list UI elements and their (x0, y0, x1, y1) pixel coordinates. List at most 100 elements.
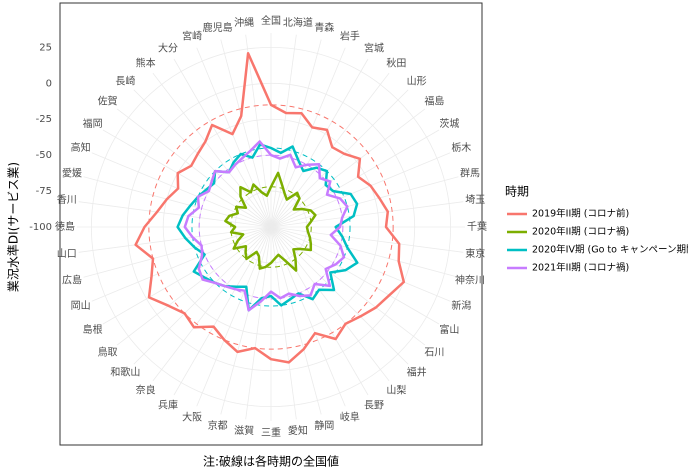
grid-spoke (102, 226, 272, 325)
grid-spoke (196, 47, 272, 228)
grid-spoke (220, 226, 272, 415)
grid-spoke (91, 152, 272, 228)
category-label: 京都 (208, 419, 228, 432)
category-label: 神奈川 (455, 273, 485, 286)
grid-spoke (173, 58, 272, 228)
series-line (176, 143, 359, 312)
category-label: 徳島 (55, 220, 75, 233)
category-label: 沖縄 (234, 16, 254, 29)
y-tick-label: -25 (36, 114, 52, 125)
series-line (183, 140, 349, 312)
grid-spoke (270, 226, 346, 407)
category-label: 広島 (62, 273, 82, 286)
grid-spoke (83, 176, 272, 228)
legend-label: 2019年II期 (コロナ前) (532, 208, 629, 220)
category-label: 埼玉 (465, 193, 485, 206)
grid-spoke (91, 226, 272, 302)
category-label: 大分 (158, 42, 178, 55)
category-label: 福岡 (83, 117, 103, 130)
category-label: 群馬 (460, 167, 480, 180)
category-label: 静岡 (314, 419, 334, 432)
category-label: 秋田 (386, 57, 406, 70)
category-label: 山口 (57, 248, 77, 260)
grid-spoke (270, 176, 459, 228)
category-label: 島根 (83, 323, 103, 336)
grid-spoke (133, 226, 272, 365)
national-reference (148, 104, 394, 350)
category-label: 宮崎 (182, 30, 202, 43)
y-tick-label: -50 (36, 150, 52, 161)
grid-spoke (270, 39, 322, 228)
caption: 注:破線は各時期の全国値 (203, 454, 339, 469)
grid-spoke (83, 226, 272, 278)
grid-spoke (78, 201, 272, 228)
y-axis-title: 業況水準DI(サービス業) (6, 162, 21, 292)
category-label: 高知 (71, 141, 91, 154)
category-label: 福島 (424, 95, 444, 108)
category-label: 富山 (439, 323, 459, 336)
grid-spoke (270, 201, 464, 228)
grid-spoke (245, 226, 272, 420)
category-label: 新潟 (451, 299, 471, 312)
grid-spoke (78, 226, 272, 253)
category-label: 香川 (57, 194, 77, 206)
grid-spoke (270, 108, 426, 228)
grid-spoke (270, 89, 409, 228)
category-label: 山梨 (386, 383, 406, 396)
category-label: 福井 (407, 366, 427, 379)
category-label: 奈良 (136, 383, 156, 396)
y-tick-label: -100 (29, 222, 52, 233)
legend-label: 2020年IV期 (Go to キャンペーン期間) (532, 244, 688, 256)
category-label: 鳥取 (98, 345, 118, 358)
y-tick-label: 25 (39, 42, 52, 53)
category-label: 青森 (314, 21, 334, 34)
legend-label: 2021年II期 (コロナ禍) (532, 262, 629, 274)
category-label: 鹿児島 (203, 21, 233, 34)
grid-spoke (133, 89, 272, 228)
category-label: 滋賀 (234, 424, 254, 437)
category-label: 佐賀 (98, 96, 118, 108)
grid-spoke (152, 72, 272, 228)
national-reference (198, 154, 344, 300)
category-label: 北海道 (283, 16, 313, 29)
category-label: 熊本 (136, 57, 156, 70)
category-label: 岩手 (340, 30, 360, 43)
category-label: 岐阜 (340, 410, 360, 423)
grid-spoke (270, 152, 451, 228)
category-label: 長崎 (115, 74, 135, 87)
grid-spoke (220, 39, 272, 228)
grid-spoke (270, 34, 297, 228)
category-label: 大阪 (182, 410, 202, 423)
grid-spoke (270, 47, 346, 228)
category-label: 山形 (407, 75, 427, 87)
grid-spoke (270, 226, 451, 302)
category-label: 兵庫 (158, 398, 178, 411)
legend-label: 2020年II期 (コロナ禍) (532, 226, 629, 238)
grid-spoke (173, 226, 272, 396)
legend-title: 時期 (505, 185, 529, 199)
category-label: 茨城 (439, 117, 459, 130)
y-tick-label: 0 (46, 78, 52, 89)
category-label: 千葉 (467, 220, 487, 233)
category-label: 宮城 (364, 42, 384, 55)
series-line (224, 171, 317, 272)
category-label: 栃木 (451, 141, 471, 154)
category-label: 東京 (465, 247, 485, 260)
grid-spoke (270, 72, 390, 228)
category-label: 愛知 (288, 424, 308, 437)
category-label: 三重 (261, 426, 281, 439)
grid-spoke (270, 226, 459, 278)
grid-spoke (270, 226, 464, 253)
grid-spoke (270, 226, 322, 415)
category-label: 和歌山 (110, 366, 140, 379)
category-label: 愛媛 (62, 167, 82, 180)
grid-spoke (270, 226, 440, 325)
grid-spoke (270, 226, 369, 396)
category-label: 岡山 (71, 300, 91, 312)
grid-spoke (102, 129, 272, 228)
series-line (134, 51, 406, 364)
category-label: 石川 (424, 347, 444, 358)
grid-spoke (270, 129, 440, 228)
y-tick-label: -75 (36, 186, 52, 197)
